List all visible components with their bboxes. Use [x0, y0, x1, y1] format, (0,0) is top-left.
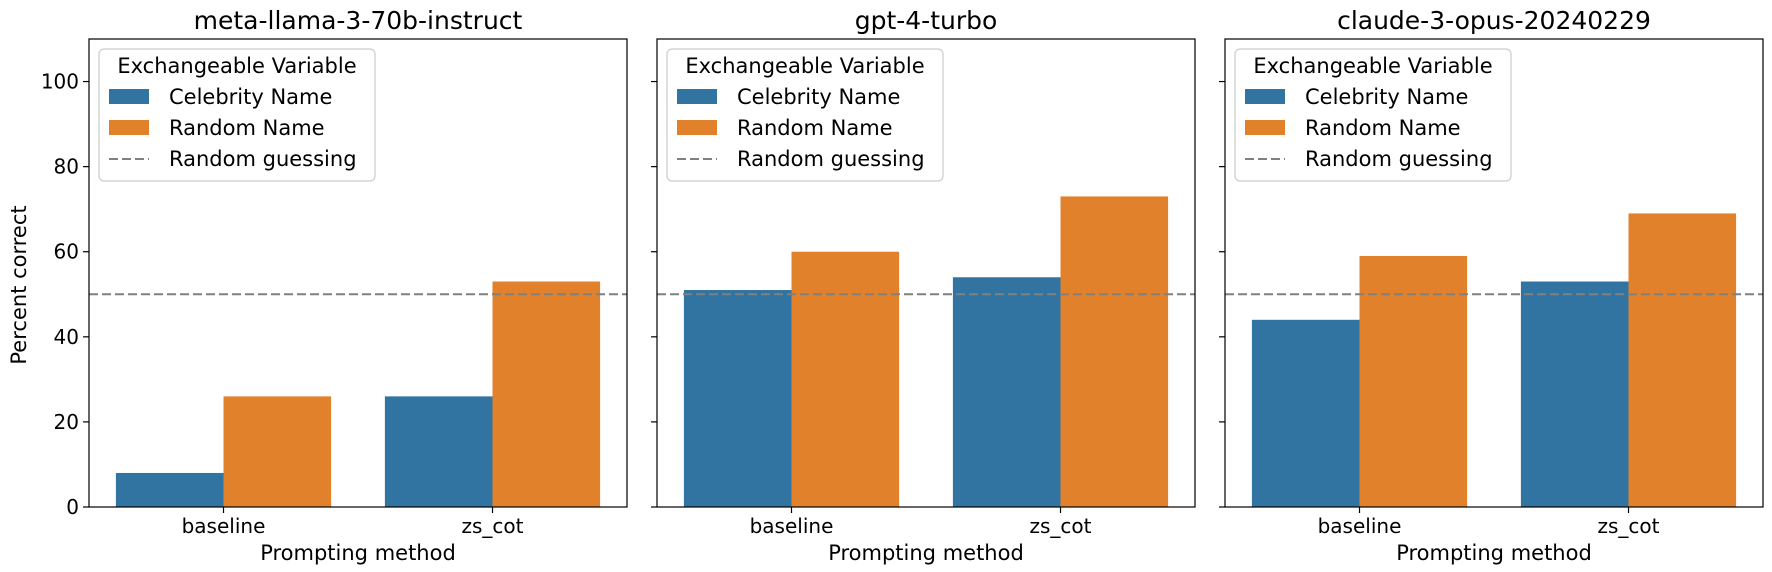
x-tick-label: baseline [1318, 514, 1402, 538]
legend-swatch [109, 89, 149, 104]
bar-random-name-zs-cot [1628, 213, 1737, 507]
panel-title: claude-3-opus-20240229 [1337, 6, 1651, 35]
legend-entry-label: Celebrity Name [169, 85, 332, 109]
legend-title: Exchangeable Variable [685, 54, 924, 78]
legend-entry-label: Random guessing [1305, 147, 1493, 171]
y-tick-label: 80 [54, 155, 79, 179]
panel-title: meta-llama-3-70b-instruct [194, 6, 523, 35]
legend: Exchangeable Variable Celebrity Name Rando… [666, 48, 944, 182]
y-tick-label: 60 [54, 240, 79, 264]
bar-celebrity-name-baseline [115, 472, 224, 507]
legend-swatch [1245, 89, 1285, 104]
bar-random-name-zs-cot [1060, 196, 1169, 507]
legend-entry-label: Random Name [1305, 116, 1461, 140]
y-tick-label: 0 [66, 495, 79, 519]
plot-frame [656, 38, 1196, 508]
legend-frame [98, 48, 376, 182]
panel-3: claude-3-opus-20240229 baseline zs_cotProm… [1219, 6, 1764, 565]
bar-celebrity-name-zs-cot [952, 277, 1061, 507]
x-tick-label: zs_cot [1030, 514, 1092, 538]
bar-celebrity-name-zs-cot [384, 396, 493, 507]
bar-celebrity-name-baseline [683, 290, 792, 507]
legend-entry-label: Random guessing [737, 147, 925, 171]
legend-entry-label: Celebrity Name [1305, 85, 1468, 109]
legend-swatch [109, 120, 149, 135]
legend-frame [666, 48, 944, 182]
legend-title: Exchangeable Variable [117, 54, 356, 78]
plot-frame [88, 38, 628, 508]
plot-frame [1224, 38, 1764, 508]
legend: Exchangeable Variable Celebrity Name Rando… [98, 48, 376, 182]
bar-random-name-baseline [223, 396, 332, 507]
y-tick-label: 100 [41, 70, 79, 94]
legend-entry-label: Random Name [169, 116, 325, 140]
bar-random-name-zs-cot [492, 281, 601, 507]
y-tick-label: 40 [54, 325, 79, 349]
legend-entry-label: Random Name [737, 116, 893, 140]
legend-swatch [677, 89, 717, 104]
panel-1: meta-llama-3-70b-instruct 0 20 40 60 80 100 bas… [41, 6, 628, 565]
y-axis-label: Percent correct [7, 205, 31, 364]
legend-entry-label: Celebrity Name [737, 85, 900, 109]
legend-swatch [677, 120, 717, 135]
x-tick-label: zs_cot [462, 514, 524, 538]
x-tick-label: baseline [750, 514, 834, 538]
bar-celebrity-name-zs-cot [1520, 281, 1629, 507]
legend-frame [1234, 48, 1512, 182]
panels: meta-llama-3-70b-instruct 0 20 40 60 80 100 bas… [41, 6, 1764, 565]
x-axis-label: Prompting method [1396, 541, 1592, 565]
legend-title: Exchangeable Variable [1253, 54, 1492, 78]
bar-celebrity-name-baseline [1251, 319, 1360, 507]
x-axis-label: Prompting method [828, 541, 1024, 565]
legend: Exchangeable Variable Celebrity Name Rando… [1234, 48, 1512, 182]
x-tick-label: baseline [182, 514, 266, 538]
bar-random-name-baseline [1359, 255, 1468, 507]
panel-title: gpt-4-turbo [855, 6, 998, 35]
bar-random-name-baseline [791, 251, 900, 507]
x-axis-label: Prompting method [260, 541, 456, 565]
legend-entry-label: Random guessing [169, 147, 357, 171]
y-tick-label: 20 [54, 410, 79, 434]
x-tick-label: zs_cot [1598, 514, 1660, 538]
legend-swatch [1245, 120, 1285, 135]
